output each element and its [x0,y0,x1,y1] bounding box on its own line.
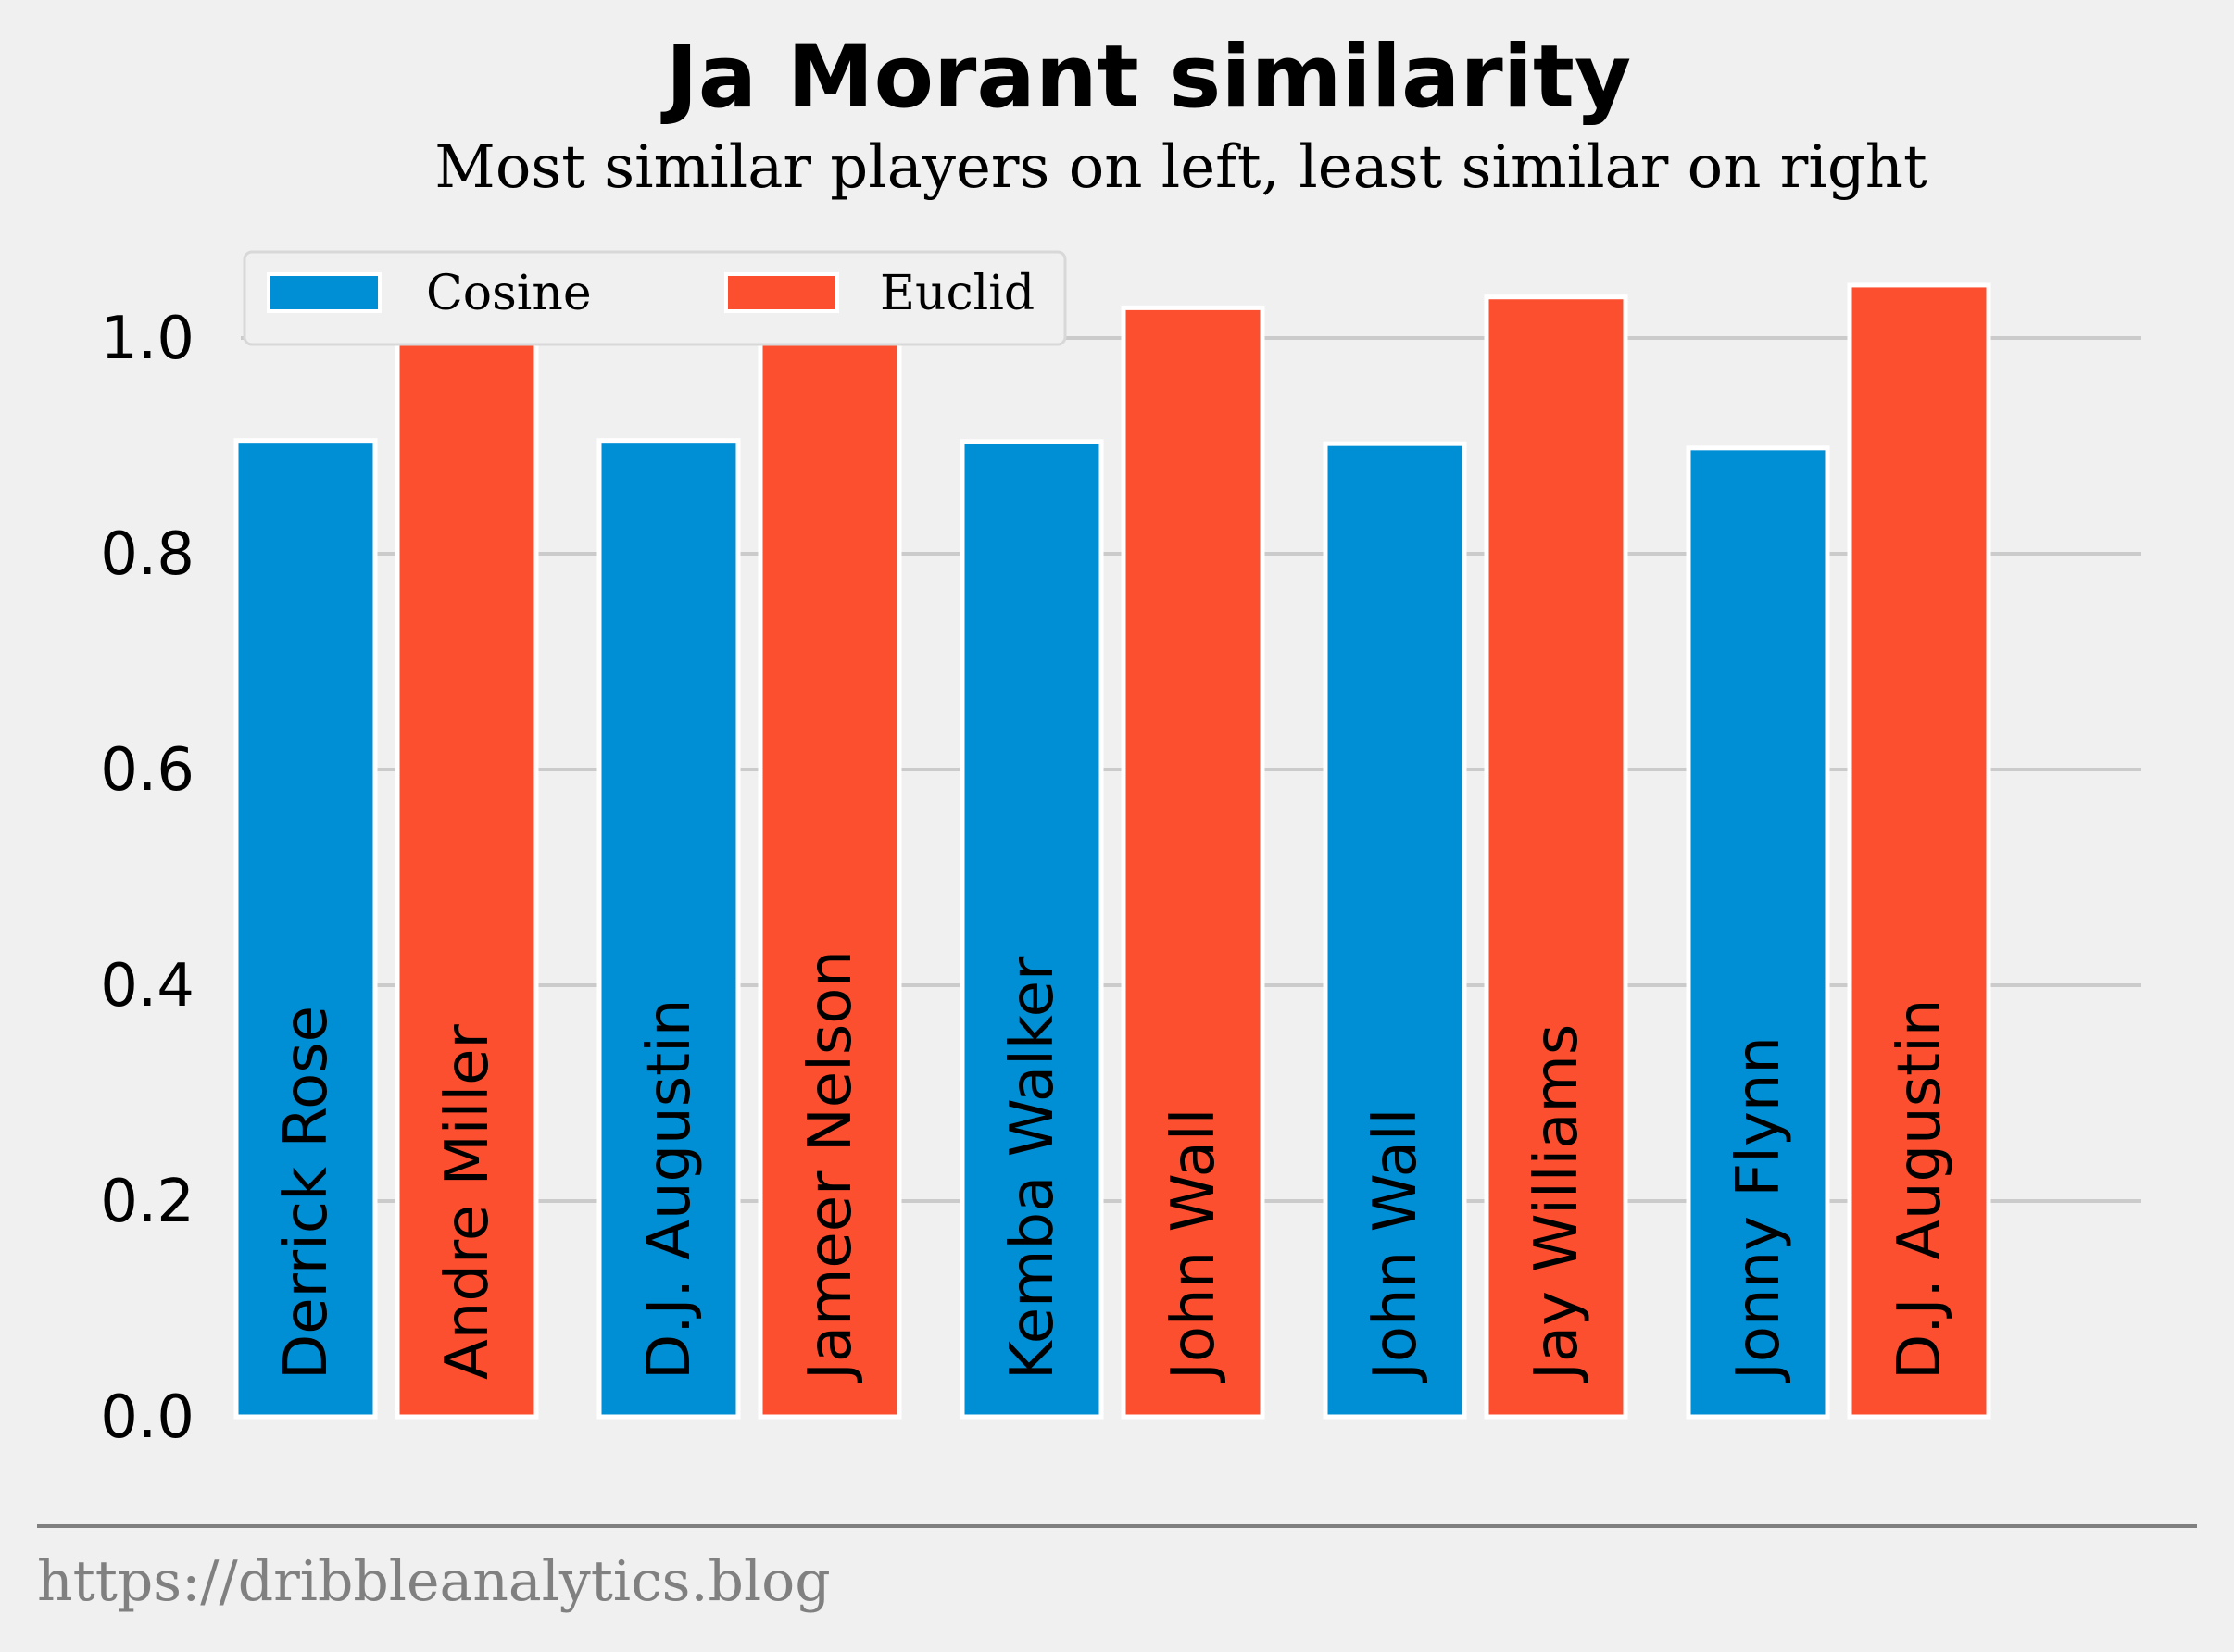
y-tick-label: 0.0 [100,1383,195,1452]
bar-label: Jonny Flynn [1725,1036,1793,1383]
bar-euclid-5 [1847,282,1991,1420]
bar-labels: Derrick Rose Andre Miller D.J. Augustin Jam… [272,950,1954,1383]
bar-euclid-3 [1121,305,1265,1420]
y-tick-label: 0.6 [100,736,195,805]
bar-label: Andre Miller [433,1023,502,1380]
bar-label: Kemba Walker [998,956,1067,1380]
legend-box [243,250,1067,346]
legend-label-cosine: Cosine [426,266,592,321]
bar-euclid-2 [758,322,902,1420]
chart-title: Ja Morant similarity [660,27,1631,128]
bar-cosine-1 [233,438,378,1420]
bar-label: Jameer Nelson [797,950,865,1383]
bar-cosine-4 [1323,441,1467,1420]
bar-label: D.J. Augustin [635,999,704,1381]
y-tick-label: 1.0 [100,305,195,373]
legend: Cosine Euclid [243,250,1067,346]
y-tick-label: 0.8 [100,520,195,589]
bar-cosine-5 [1686,445,1830,1420]
bar-cosine-3 [960,439,1104,1420]
y-tick-label: 0.4 [100,952,195,1020]
chart-subtitle: Most similar players on left, least simi… [434,133,1927,202]
footer-url: https://dribbleanalytics.blog [37,1549,831,1614]
y-axis-ticks: 0.0 0.2 0.4 0.6 0.8 1.0 [100,305,195,1452]
bar-label: D.J. Augustin [1886,999,1954,1381]
bar-label: John Wall [1160,1108,1228,1383]
legend-swatch-euclid [724,272,839,313]
bars [233,282,1991,1420]
bar-cosine-2 [596,438,741,1420]
bar-euclid-1 [395,335,539,1420]
legend-swatch-cosine [267,272,382,313]
bar-label: Derrick Rose [272,1006,341,1380]
bar-label: John Wall [1362,1108,1430,1383]
bar-euclid-4 [1484,294,1628,1420]
legend-label-euclid: Euclid [880,266,1035,321]
bar-label: Jay Williams [1523,1024,1591,1383]
y-tick-label: 0.2 [100,1168,195,1236]
